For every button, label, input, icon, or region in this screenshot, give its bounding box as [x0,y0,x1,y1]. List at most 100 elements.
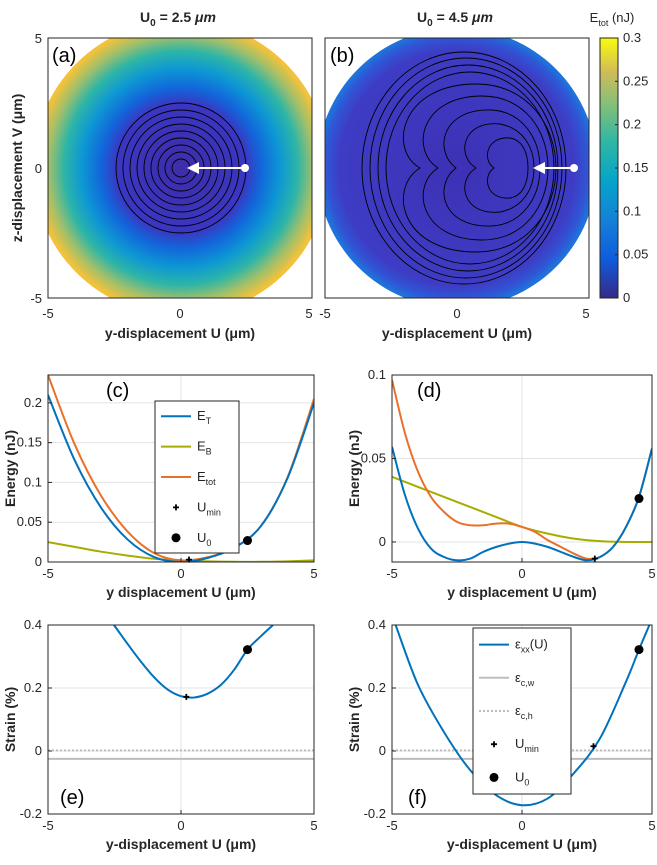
colorbar-tick-label: 0.05 [623,247,648,262]
legend-u0-symbol [171,533,181,543]
panel-label: (e) [60,787,84,809]
heatmap-b: (b) -5 0 5 y-displacement U (μm) [319,37,590,341]
xlabel: y displacement U (μm) [106,584,255,600]
ytick-label: 0.2 [24,680,42,695]
ytick-label: 0.15 [17,435,42,450]
ylabel: Energy (nJ) [2,430,18,507]
ytick-label: 0 [379,534,386,549]
colorbar-tick-label: 0.25 [623,73,648,88]
xtick-label: -5 [42,818,54,833]
heatmap-b-xtick-mid: 0 [453,306,460,321]
ytick-label: 0.2 [24,395,42,410]
legend-label: Umin [197,499,221,517]
heatmap-a-ytick-top: 5 [35,31,42,46]
colorbar-label: Etot (nJ) [590,10,635,28]
legend-umin-symbol [491,741,497,748]
legend-u0-symbol [489,772,499,782]
heatmap-b-xtick-right: 5 [582,306,589,321]
panel-label-a: (a) [52,45,76,67]
title-b: U0 = 4.5 μm [417,9,493,29]
panel-label: (f) [408,787,427,809]
chart-f: -5 0 5 -0.2 0 0.2 0.4 y-displacement U (μm) Stra… [346,617,656,852]
title-a: U0 = 2.5 μm [140,9,216,29]
ytick-label: 0.05 [361,450,386,465]
heatmap-a: (a) 5 0 -5 -5 0 5 y-displacement U (μm) … [9,31,313,341]
panel-label: (d) [417,380,441,402]
heatmap-b-field [325,38,589,298]
legend-label: εc,w [515,670,535,688]
xtick-label: -5 [386,566,398,581]
legend: εxx(U) εc,w εc,h Umin U0 [472,627,572,795]
chart-d: -5 0 5 0 0.05 0.1 y displacement U (μm) Energy … [346,367,656,600]
legend-label: εc,h [515,703,533,721]
heatmap-a-ytick-bot: -5 [30,291,42,306]
series-xxU [113,625,274,699]
colorbar: Etot (nJ) 0.3 0.25 0.2 0.15 0.1 0.05 0 [590,10,649,305]
legend-box [472,627,572,795]
legend-label: Umin [515,736,539,754]
colorbar-tick-label: 0.2 [623,117,641,132]
colorbar-tick-label: 0.15 [623,160,648,175]
xlabel: y-displacement U (μm) [106,836,256,852]
ytick-label: 0.1 [24,474,42,489]
u0-marker [634,494,644,504]
colorbar-tick-label: 0.3 [623,30,641,45]
ylabel: Energy (nJ) [346,430,362,507]
chart-c: -5 0 500.050.10.150.2y displacement U (μm)… [2,374,318,600]
xtick-label: 5 [310,566,317,581]
legend-label: U0 [515,769,529,787]
xtick-label: -5 [386,818,398,833]
colorbar-tick-label: 0.1 [623,203,641,218]
heatmap-a-start-point [241,164,249,172]
legend-label: U0 [197,530,211,548]
plot-area [392,379,652,562]
ylabel: Strain (%) [2,687,18,752]
heatmap-a-xtick-left: -5 [42,306,54,321]
ytick-label: -0.2 [20,806,42,821]
series-ET [48,394,314,562]
legend: ET EB Etot Umin U0 [154,400,240,554]
colorbar-tick-label: 0 [623,290,630,305]
u0-marker [634,645,644,655]
xtick-label: 0 [518,818,525,833]
xtick-label: 5 [648,818,655,833]
heatmap-a-field [48,38,312,298]
heatmap-a-ytick-mid: 0 [35,161,42,176]
xtick-label: -5 [42,566,54,581]
series-ET [392,446,652,562]
ytick-label: 0.4 [368,617,386,632]
umin-marker [183,693,190,700]
panel-label: (c) [106,380,129,402]
xlabel: y displacement U (μm) [447,584,596,600]
ytick-label: 0.1 [368,367,386,382]
heatmap-a-ylabel: z-displacement V (μm) [9,94,25,243]
heatmap-b-xlabel: y-displacement U (μm) [382,325,532,341]
umin-marker [590,743,597,750]
colorbar-ticks: 0.3 0.25 0.2 0.15 0.1 0.05 0 [615,30,648,305]
heatmap-a-xtick-mid: 0 [176,306,183,321]
legend-label: εxx(U) [515,637,548,655]
heatmap-a-xtick-right: 5 [305,306,312,321]
ytick-label: 0.2 [368,680,386,695]
series-xxU [394,625,651,807]
xlabel: y-displacement U (μm) [447,836,597,852]
ytick-label: 0 [35,554,42,569]
legend-label: EB [197,439,212,457]
legend-label: ET [197,408,212,426]
xtick-label: 0 [518,566,525,581]
xtick-label: 0 [177,566,184,581]
heatmap-a-arrowhead [187,162,199,174]
u0-marker [243,645,252,655]
legend-label: Etot [197,469,216,487]
u0-marker [243,536,252,546]
panel-label-b: (b) [330,45,354,67]
xtick-label: 5 [310,818,317,833]
legend-umin-symbol [173,504,179,511]
ytick-label: 0.05 [17,514,42,529]
chart-e: -5 0 5 -0.2 0 0.2 0.4 y-displacement U (μm) Stra… [2,617,318,852]
ytick-label: 0 [35,743,42,758]
umin-marker [591,555,598,562]
xtick-label: 5 [648,566,655,581]
heatmap-b-xtick-left: -5 [319,306,331,321]
